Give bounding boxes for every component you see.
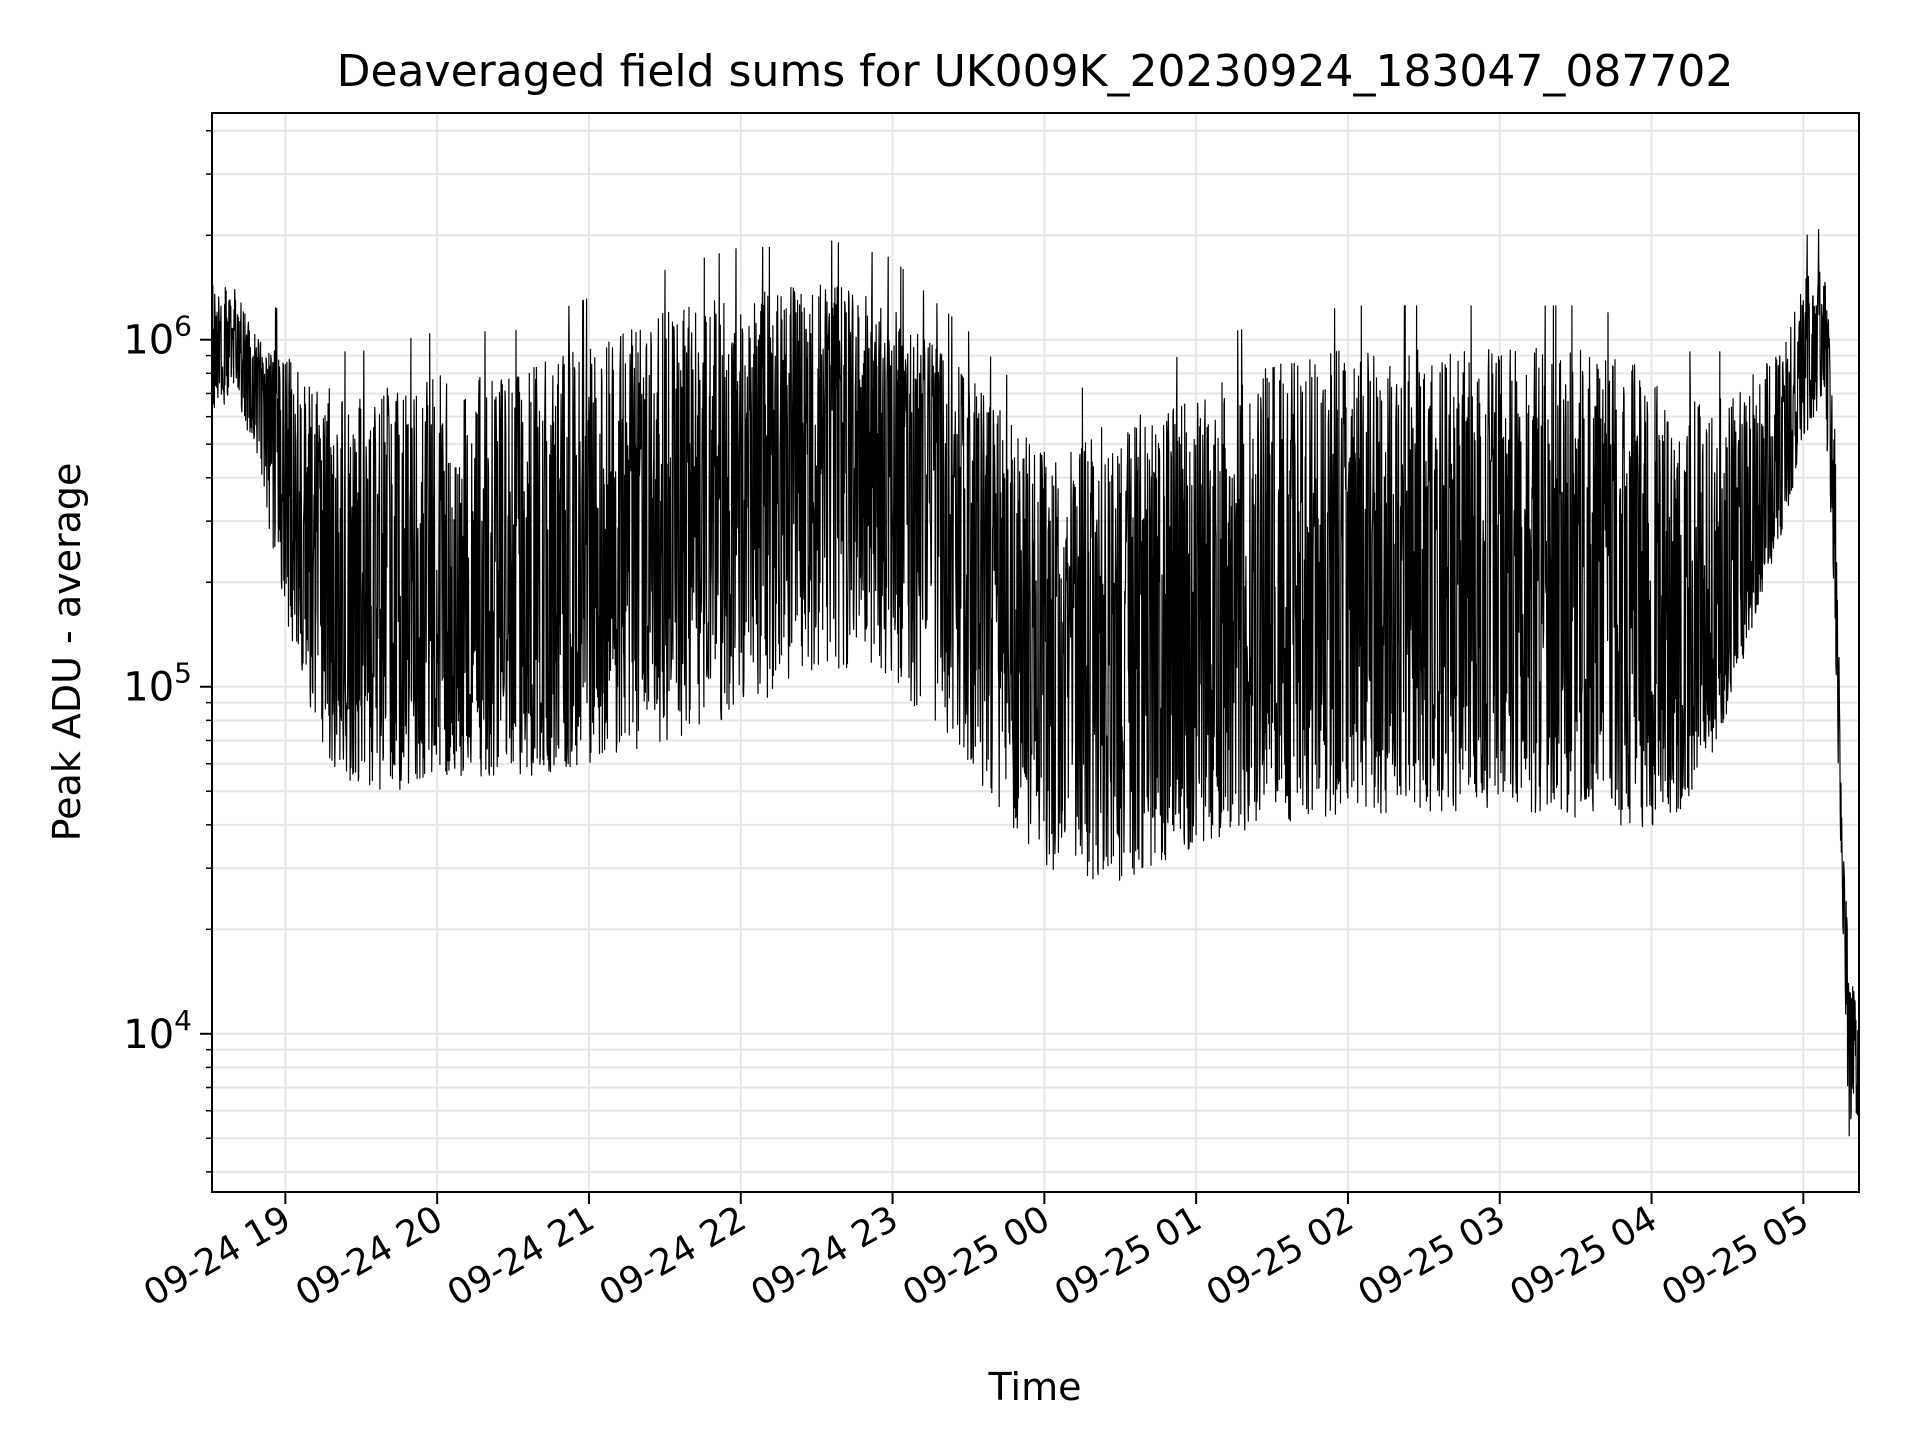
y-axis-label: Peak ADU - average: [45, 463, 89, 842]
plot-frame: [211, 112, 1860, 1193]
y-tick-label: 104: [123, 1004, 192, 1058]
x-axis-label: Time: [988, 1365, 1082, 1409]
y-tick-label: 105: [123, 657, 192, 711]
y-tick-label-exponent: 6: [174, 310, 192, 343]
series-layer: [211, 229, 1860, 1137]
y-tick-label-exponent: 5: [174, 657, 192, 690]
y-tick-label: 106: [123, 310, 192, 364]
series-line: [211, 229, 1860, 1137]
chart-title: Deaveraged field sums for UK009K_2023092…: [337, 46, 1734, 97]
y-tick-label-exponent: 4: [174, 1004, 192, 1037]
y-tick-label-base: 10: [123, 318, 174, 364]
y-tick-label-base: 10: [123, 1012, 174, 1058]
grid-layer: [212, 113, 1859, 1192]
y-tick-label-base: 10: [123, 665, 174, 711]
